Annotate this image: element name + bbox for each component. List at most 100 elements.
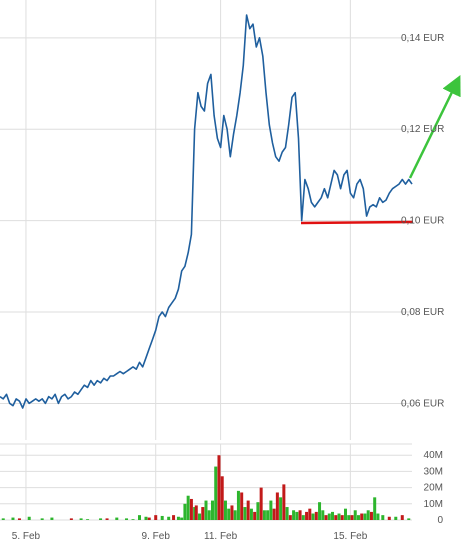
volume-bar bbox=[131, 519, 135, 520]
volume-bar bbox=[256, 502, 260, 520]
x-tick-label: 5. Feb bbox=[12, 531, 41, 542]
volume-bar bbox=[183, 503, 187, 520]
volume-bar bbox=[236, 490, 240, 520]
volume-bar bbox=[172, 515, 176, 520]
volume-bar bbox=[243, 507, 247, 520]
volume-tick-label: 0 bbox=[437, 515, 443, 526]
volume-bar bbox=[369, 511, 373, 520]
price-line-series bbox=[0, 14, 413, 409]
volume-bar bbox=[343, 508, 347, 520]
x-tick-label: 15. Feb bbox=[333, 531, 367, 542]
volume-bar bbox=[353, 510, 357, 520]
volume-tick-label: 30M bbox=[424, 466, 443, 477]
volume-bar bbox=[105, 518, 109, 520]
volume-bar bbox=[314, 511, 318, 520]
volume-bar bbox=[176, 516, 180, 520]
volume-bar bbox=[381, 515, 385, 520]
volume-bar bbox=[40, 518, 44, 520]
volume-bar bbox=[210, 500, 214, 520]
volume-bar bbox=[327, 513, 331, 520]
volume-bar bbox=[305, 511, 309, 520]
volume-tick-label: 10M bbox=[424, 499, 443, 510]
volume-bar bbox=[160, 515, 164, 520]
volume-bar bbox=[373, 497, 377, 520]
volume-bar bbox=[360, 513, 364, 520]
volume-bar bbox=[394, 516, 398, 520]
volume-bar bbox=[337, 513, 341, 520]
volume-bar bbox=[201, 507, 205, 520]
volume-bar bbox=[99, 518, 103, 520]
volume-bar bbox=[167, 516, 171, 520]
volume-bars bbox=[1, 455, 411, 520]
volume-bar bbox=[115, 517, 119, 520]
volume-tick-label: 40M bbox=[424, 450, 443, 461]
volume-bar bbox=[220, 476, 224, 520]
volume-bar bbox=[154, 515, 158, 520]
volume-bar bbox=[262, 510, 266, 520]
volume-bar bbox=[356, 515, 360, 520]
y-tick-label: 0,12 EUR bbox=[401, 124, 444, 135]
volume-bar bbox=[324, 515, 328, 520]
volume-bar bbox=[198, 513, 202, 520]
volume-bar bbox=[295, 511, 299, 520]
trend-arrow bbox=[408, 75, 461, 179]
volume-bar bbox=[144, 516, 148, 520]
volume-bar bbox=[50, 517, 54, 520]
volume-bar bbox=[86, 519, 90, 520]
volume-bar bbox=[137, 515, 141, 520]
volume-bar bbox=[279, 497, 283, 520]
volume-tick-label: 20M bbox=[424, 483, 443, 494]
volume-bar bbox=[311, 513, 315, 520]
volume-bar bbox=[366, 510, 370, 520]
axis-labels: 0,06 EUR 0,08 EUR 0,10 EUR 0,12 EUR 0,14 EUR… bbox=[12, 33, 445, 542]
volume-bar bbox=[207, 510, 211, 520]
volume-bar bbox=[125, 518, 129, 520]
volume-bar bbox=[17, 518, 21, 520]
volume-bar bbox=[214, 466, 218, 520]
volume-bar bbox=[249, 508, 253, 520]
volume-bar bbox=[272, 508, 276, 520]
volume-bar bbox=[308, 508, 312, 520]
volume-bar bbox=[11, 517, 15, 520]
volume-bar bbox=[282, 484, 286, 520]
volume-bar bbox=[246, 500, 250, 520]
volume-bar bbox=[147, 517, 151, 520]
grid bbox=[0, 0, 412, 521]
volume-bar bbox=[376, 513, 380, 520]
y-tick-label: 0,06 EUR bbox=[401, 398, 444, 409]
volume-bar bbox=[340, 515, 344, 520]
volume-bar bbox=[407, 518, 411, 520]
volume-bar bbox=[363, 513, 367, 520]
volume-bar bbox=[301, 515, 305, 520]
support-line bbox=[300, 220, 414, 225]
volume-bar bbox=[194, 505, 198, 520]
price-line bbox=[0, 14, 413, 409]
x-tick-label: 11. Feb bbox=[204, 531, 238, 542]
volume-bar bbox=[292, 510, 296, 520]
volume-bar bbox=[334, 515, 338, 520]
volume-bar bbox=[331, 511, 335, 520]
volume-bar bbox=[400, 515, 404, 520]
volume-bar bbox=[1, 518, 5, 520]
volume-bar bbox=[193, 507, 197, 520]
volume-bar bbox=[347, 515, 351, 520]
volume-bar bbox=[223, 500, 227, 520]
volume-bar bbox=[266, 510, 270, 520]
volume-bar bbox=[233, 510, 237, 520]
volume-bar bbox=[318, 502, 322, 520]
volume-bar bbox=[186, 495, 190, 520]
x-tick-label: 9. Feb bbox=[142, 531, 171, 542]
y-tick-label: 0,10 EUR bbox=[401, 216, 444, 227]
annotations bbox=[300, 75, 461, 225]
y-tick-label: 0,08 EUR bbox=[401, 307, 444, 318]
volume-bar bbox=[253, 511, 257, 520]
y-tick-label: 0,14 EUR bbox=[401, 33, 444, 44]
volume-bar bbox=[321, 510, 325, 520]
volume-bar bbox=[275, 492, 279, 520]
volume-bar bbox=[288, 515, 292, 520]
volume-bar bbox=[180, 517, 184, 520]
volume-bar bbox=[230, 505, 234, 520]
volume-bar bbox=[189, 498, 193, 520]
volume-bar bbox=[350, 515, 354, 520]
